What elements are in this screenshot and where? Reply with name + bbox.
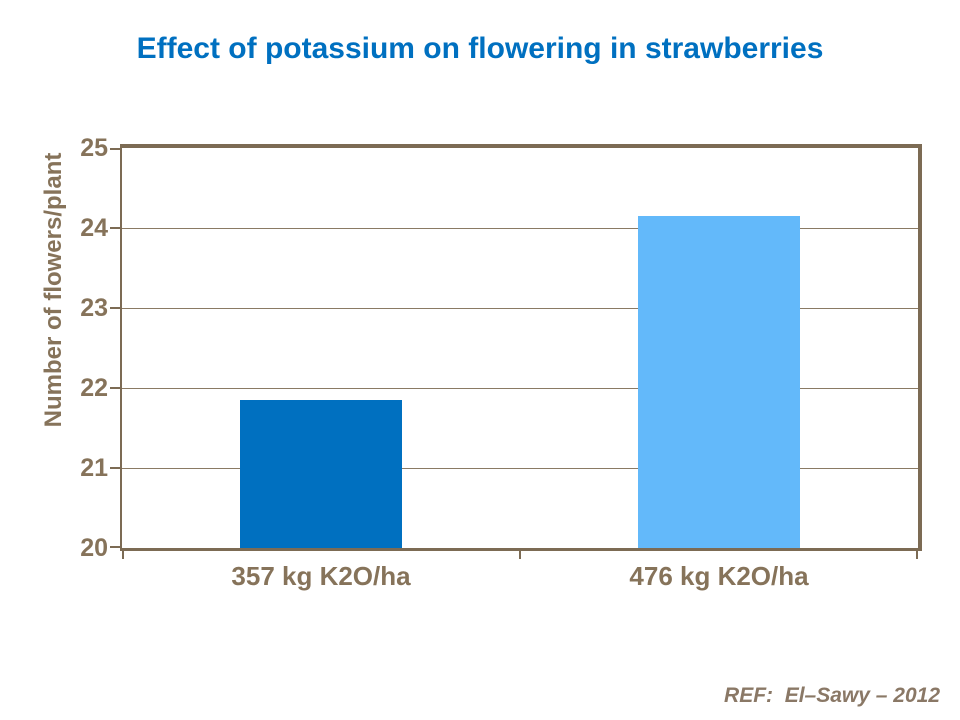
x-category-label-1: 476 kg K2O/ha: [629, 561, 809, 591]
y-tick-mark-23: [110, 307, 120, 309]
bar-476 kg K2O/ha: [638, 216, 800, 548]
gridline-y-23: [122, 307, 918, 309]
y-tick-label-22: 22: [80, 374, 108, 402]
gridline-y-22: [122, 387, 918, 389]
y-tick-label-25: 25: [80, 134, 108, 162]
y-tick-mark-22: [110, 387, 120, 389]
y-tick-label-21: 21: [80, 454, 108, 482]
y-tick-mark-25: [110, 148, 120, 150]
y-tick-mark-20: [110, 546, 120, 548]
plot-area: [110, 144, 922, 559]
x-tick-mark-1: [519, 551, 521, 559]
bar-357 kg K2O/ha: [240, 400, 402, 548]
y-tick-label-24: 24: [80, 214, 108, 242]
reference-text: REF: El–Sawy – 2012: [724, 684, 940, 707]
y-tick-mark-21: [110, 467, 120, 469]
gridline-y-21: [122, 467, 918, 469]
y-tick-label-23: 23: [80, 294, 108, 322]
y-tick-label-20: 20: [80, 534, 108, 562]
x-tick-mark-2: [916, 551, 918, 559]
x-tick-mark-0: [122, 551, 124, 559]
gridline-y-24: [122, 227, 918, 229]
chart-title: Effect of potassium on flowering in stra…: [136, 32, 824, 65]
y-tick-mark-24: [110, 227, 120, 229]
x-category-label-0: 357 kg K2O/ha: [231, 561, 411, 591]
